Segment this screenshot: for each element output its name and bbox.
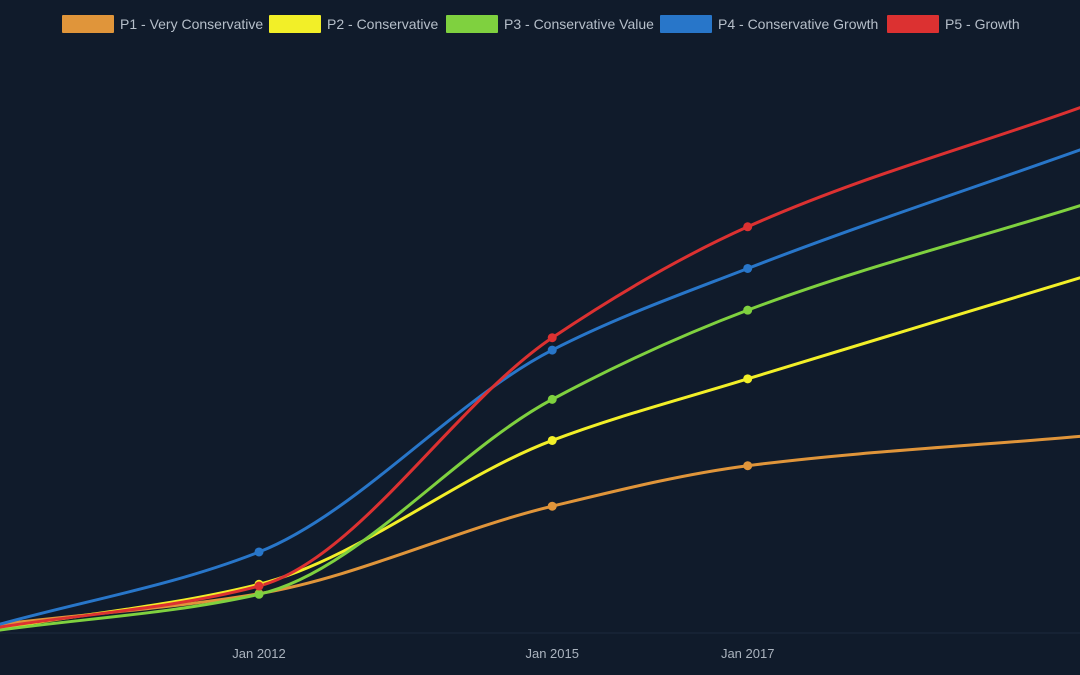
data-point-p4[interactable] [254,547,264,557]
data-point-p3[interactable] [743,305,753,315]
data-point-p5[interactable] [547,333,557,343]
data-point-p3[interactable] [547,394,557,404]
legend-swatch [269,15,321,33]
series-line-p3 [0,204,1080,632]
legend-label: P4 - Conservative Growth [718,16,879,32]
legend-swatch [62,15,114,33]
x-tick-label: Jan 2012 [232,646,286,661]
legend-label: P1 - Very Conservative [120,16,264,32]
x-axis-ticks: Jan 2012 Jan 2015 Jan 2017 [232,646,774,661]
series-lines [0,106,1080,632]
legend-label: P3 - Conservative Value [504,16,654,32]
legend-swatch [446,15,498,33]
series-line-p1 [0,434,1080,626]
x-tick-label: Jan 2015 [525,646,579,661]
legend-swatch [887,15,939,33]
legend-label: P2 - Conservative [327,16,439,32]
series-markers [254,222,753,599]
data-point-p5[interactable] [743,222,753,232]
data-point-p3[interactable] [254,589,264,599]
data-point-p2[interactable] [743,374,753,384]
data-point-p2[interactable] [547,435,557,445]
data-point-p1[interactable] [547,501,557,511]
legend-swatch [660,15,712,33]
series-line-p2 [0,276,1080,630]
x-tick-label: Jan 2017 [721,646,775,661]
data-point-p4[interactable] [547,345,557,355]
legend-label: P5 - Growth [945,16,1020,32]
series-line-p5 [0,106,1080,629]
legend: P1 - Very Conservative P2 - Conservative… [0,0,1080,46]
series-line-p4 [0,148,1080,626]
data-point-p1[interactable] [743,461,753,471]
data-point-p4[interactable] [743,263,753,273]
data-point-p5[interactable] [254,581,264,591]
